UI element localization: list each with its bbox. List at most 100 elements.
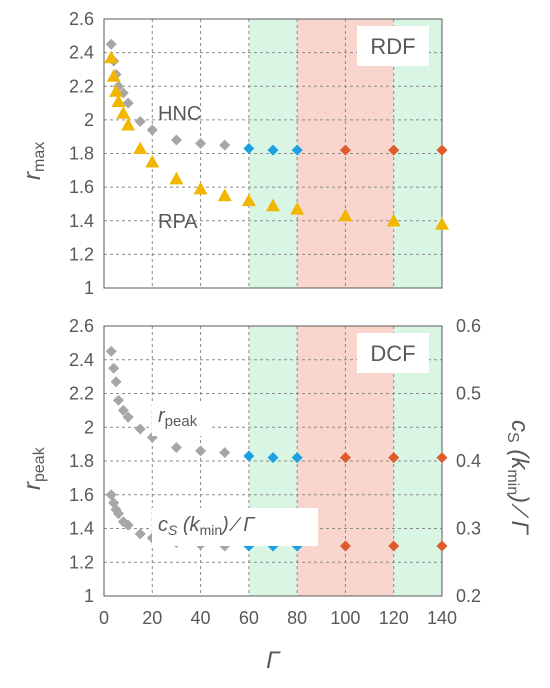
data-point-diamond [122, 97, 134, 109]
y-tick-label: 2.4 [69, 350, 94, 370]
y-tick-label: 1.6 [69, 177, 94, 197]
y-tick-label: 2.6 [69, 9, 94, 29]
data-point-diamond [339, 452, 351, 464]
data-point-diamond [122, 411, 134, 423]
bottom-y2-ticks: 0.2 0.3 0.4 0.5 0.6 [456, 316, 481, 606]
data-point-triangle [241, 193, 256, 207]
x-tick-label: 20 [142, 608, 162, 628]
x-tick-label: 140 [427, 608, 457, 628]
rdf-label-box: RDF [357, 26, 429, 66]
bottom-y-axis-label: rpeak [19, 446, 48, 490]
data-point-diamond [388, 452, 400, 464]
data-point-diamond [117, 404, 129, 416]
dcf-panel: 11.21.41.61.822.22.42.6 0.20.30.40.50.6 … [19, 316, 533, 674]
data-point-triangle [386, 213, 401, 227]
x-tick-label: 100 [330, 608, 360, 628]
data-point-diamond [219, 139, 231, 151]
data-point-diamond [170, 442, 182, 453]
hnc-label: HNC [158, 103, 201, 125]
x-tick-label: 40 [191, 608, 211, 628]
data-point-triangle [169, 171, 184, 185]
x-tick-label: 60 [239, 608, 259, 628]
y2-tick-label: 0.5 [456, 384, 481, 404]
y-tick-label: 2.2 [69, 76, 94, 96]
cs-label: cS (kmin) ∕ Γ [158, 514, 256, 538]
y-tick-label: 2 [84, 417, 94, 437]
data-point-diamond [195, 137, 207, 149]
data-point-diamond [436, 452, 448, 464]
y-tick-label: 1.4 [69, 211, 94, 231]
data-point-triangle [106, 69, 121, 82]
top-y-ticks: 1 1.2 1.4 1.6 1.8 2 2.2 2.4 2.6 [69, 9, 94, 298]
y2-tick-label: 0.3 [456, 519, 481, 539]
data-point-diamond [436, 144, 448, 156]
bottom-y-ticks: 1 1.2 1.4 1.6 1.8 2 2.2 2.4 2.6 [69, 316, 94, 606]
y-tick-label: 2 [84, 110, 94, 130]
data-point-diamond [436, 540, 448, 552]
y-tick-label: 1.6 [69, 485, 94, 505]
dcf-label-box: DCF [357, 333, 429, 373]
data-point-diamond [170, 134, 182, 146]
data-point-triangle [133, 141, 148, 155]
data-point-triangle [290, 201, 305, 215]
data-point-diamond [105, 38, 117, 50]
data-point-triangle [111, 94, 126, 107]
y-tick-label: 1.8 [69, 144, 94, 164]
bottom-y2-axis-label: cS (kmin) ∕ Γ [504, 420, 533, 535]
top-marks [104, 38, 449, 230]
top-y-axis-label: rmax [19, 142, 48, 180]
data-point-diamond [291, 144, 303, 156]
rpeak-label: rpeak [158, 405, 198, 430]
data-point-diamond [146, 124, 158, 136]
y-tick-label: 2.4 [69, 43, 94, 63]
data-point-diamond [134, 116, 146, 128]
data-point-diamond [105, 489, 117, 501]
data-point-diamond [219, 447, 231, 459]
data-point-diamond [339, 540, 351, 552]
data-point-diamond [108, 362, 120, 374]
y-tick-label: 1.2 [69, 552, 94, 572]
y-tick-label: 1.4 [69, 519, 94, 539]
data-point-diamond [122, 519, 134, 531]
y-tick-label: 1 [84, 278, 94, 298]
data-point-triangle [109, 84, 124, 97]
rpa-label: RPA [158, 211, 198, 233]
x-tick-label: 0 [99, 608, 109, 628]
x-tick-label: 120 [379, 608, 409, 628]
data-point-diamond [134, 528, 146, 540]
data-point-triangle [121, 117, 136, 131]
y-tick-label: 1.2 [69, 244, 94, 264]
data-point-triangle [435, 217, 449, 230]
y-tick-label: 2.2 [69, 384, 94, 404]
data-point-diamond [291, 452, 303, 464]
bottom-x-ticks: 0 20 40 60 80 100 120 140 [99, 608, 457, 628]
x-tick-label: 80 [287, 608, 307, 628]
data-point-diamond [110, 376, 122, 388]
data-point-diamond [388, 144, 400, 156]
y2-tick-label: 0.6 [456, 316, 481, 336]
data-point-triangle [145, 154, 160, 168]
y-tick-label: 1.8 [69, 451, 94, 471]
data-point-diamond [112, 394, 124, 406]
data-point-diamond [339, 144, 351, 156]
data-point-diamond [388, 540, 400, 552]
data-point-triangle [266, 198, 280, 212]
rdf-panel: 1 1.2 1.4 1.6 1.8 2 2.2 2.4 2.6 RDF HNC RPA rmax [19, 9, 449, 298]
y2-tick-label: 0.2 [456, 586, 481, 606]
cs-label-box: cS (kmin) ∕ Γ [152, 508, 318, 546]
data-point-triangle [217, 188, 232, 202]
dcf-label: DCF [370, 341, 415, 366]
rdf-label: RDF [370, 34, 415, 59]
data-point-diamond [134, 423, 146, 435]
data-point-triangle [193, 181, 208, 195]
data-point-diamond [267, 452, 279, 464]
rpeak-label-box: rpeak [152, 402, 212, 436]
y-tick-label: 1 [84, 586, 94, 606]
data-point-diamond [243, 450, 255, 462]
y-tick-label: 2.6 [69, 316, 94, 336]
x-axis-label: Γ [266, 647, 281, 674]
data-point-diamond [243, 142, 255, 154]
data-point-triangle [104, 50, 119, 64]
data-point-diamond [195, 445, 207, 457]
